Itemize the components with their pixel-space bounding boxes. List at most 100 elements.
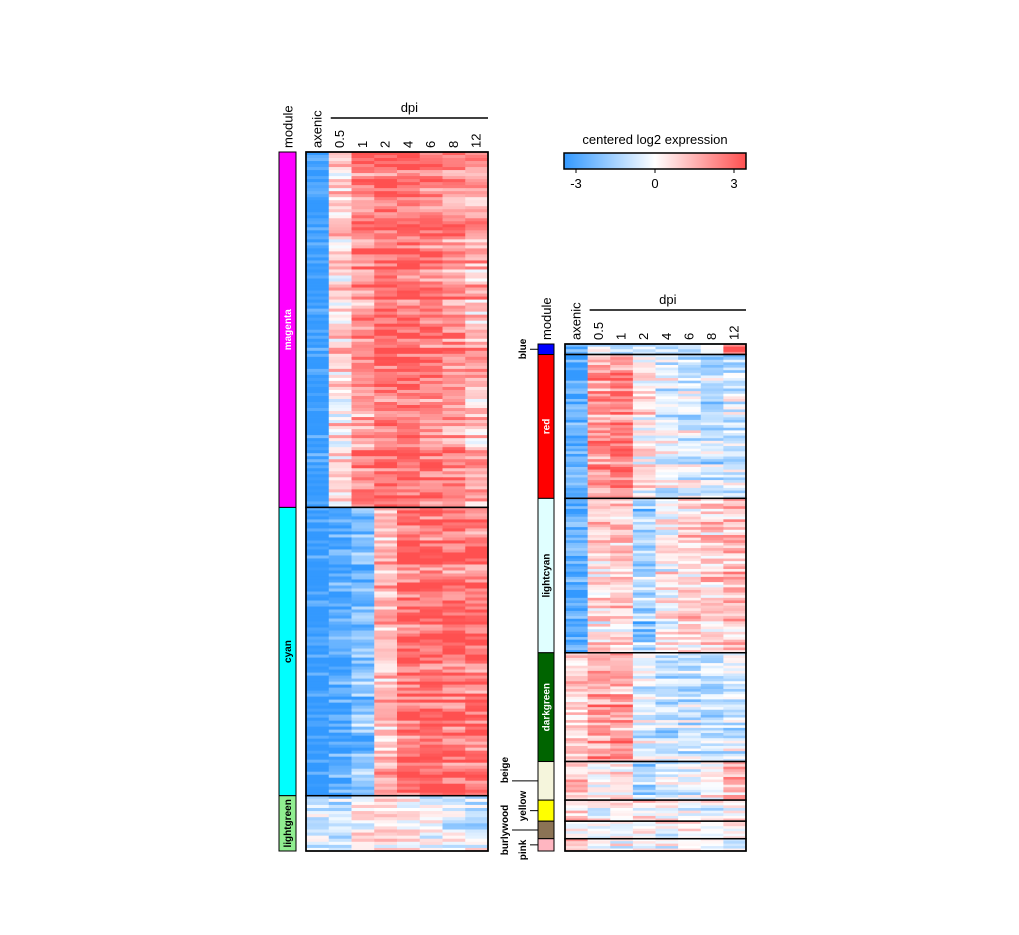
heatmap-cell	[723, 558, 747, 562]
heatmap-cell	[678, 474, 702, 478]
heatmap-cell	[442, 711, 466, 716]
heatmap-cell	[700, 745, 724, 749]
heatmap-cell	[306, 206, 330, 210]
heatmap-cell	[678, 545, 702, 549]
heatmap-cell	[397, 708, 421, 713]
heatmap-cell	[306, 564, 330, 568]
heatmap-cell	[565, 430, 589, 434]
heatmap-cell	[632, 769, 656, 773]
heatmap-cell	[723, 738, 747, 742]
heatmap-cell	[374, 236, 398, 240]
heatmap-cell	[306, 603, 330, 607]
heatmap-cell	[565, 722, 589, 726]
heatmap-cell	[587, 422, 611, 426]
heatmap-cell	[700, 589, 724, 593]
heatmap-cell	[306, 621, 330, 625]
heatmap-cell	[610, 691, 634, 695]
heatmap-cell	[442, 588, 466, 592]
heatmap-cell	[419, 176, 443, 180]
heatmap-cell	[465, 492, 489, 496]
heatmap-cell	[397, 203, 421, 207]
heatmap-cell	[587, 364, 611, 369]
heatmap-cell	[655, 535, 679, 539]
heatmap-cell	[565, 422, 589, 426]
heatmap-cell	[351, 774, 375, 779]
heatmap-cell	[700, 821, 724, 825]
heatmap-cell	[632, 464, 656, 468]
heatmap-cell	[419, 573, 443, 577]
heatmap-cell	[632, 605, 656, 609]
heatmap-cell	[374, 657, 398, 661]
heatmap-cell	[306, 630, 330, 634]
heatmap-cell	[306, 762, 330, 767]
heatmap-cell	[700, 655, 724, 659]
heatmap-cell	[678, 776, 702, 780]
heatmap-cell	[419, 570, 443, 574]
heatmap-cell	[419, 254, 443, 258]
heatmap-cell	[397, 158, 421, 162]
heatmap-cell	[587, 563, 611, 567]
heatmap-cell	[351, 383, 375, 388]
heatmap-cell	[419, 236, 443, 240]
heatmap-cell	[328, 269, 352, 273]
heatmap-cell	[328, 666, 352, 670]
heatmap-cell	[465, 543, 489, 547]
heatmap-cell	[465, 293, 489, 297]
heatmap-cell	[565, 670, 589, 674]
heatmap-cell	[397, 702, 421, 707]
heatmap-cell	[328, 630, 352, 634]
heatmap-cell	[419, 456, 443, 460]
heatmap-cell	[419, 651, 443, 655]
heatmap-cell	[306, 807, 330, 812]
heatmap-cell	[587, 514, 611, 518]
heatmap-cell	[565, 691, 589, 695]
heatmap-cell	[565, 733, 589, 737]
heatmap-cell	[565, 761, 589, 765]
heatmap-cell	[565, 678, 589, 682]
heatmap-cell	[442, 627, 466, 631]
heatmap-cell	[565, 553, 589, 557]
heatmap-cell	[465, 648, 489, 652]
heatmap-cell	[442, 236, 466, 240]
heatmap-cell	[465, 516, 489, 520]
heatmap-cell	[565, 831, 589, 835]
heatmap-cell	[306, 254, 330, 258]
heatmap-cell	[565, 498, 589, 502]
heatmap-cell	[306, 188, 330, 192]
heatmap-cell	[565, 699, 589, 703]
heatmap-cell	[306, 338, 330, 343]
heatmap-cell	[632, 642, 656, 646]
heatmap-cell	[587, 370, 611, 374]
heatmap-cell	[328, 179, 352, 183]
heatmap-cell	[374, 765, 398, 770]
heatmap-cell	[632, 351, 656, 355]
heatmap-cell	[442, 489, 466, 493]
heatmap-cell	[397, 194, 421, 198]
heatmap-cell	[351, 197, 375, 201]
heatmap-cell	[351, 690, 375, 695]
heatmap-cell	[328, 290, 352, 294]
heatmap-cell	[678, 516, 702, 520]
heatmap-cell	[351, 182, 375, 186]
heatmap-cell	[678, 357, 702, 361]
heatmap-cell	[351, 675, 375, 679]
heatmap-cell	[587, 644, 611, 648]
heatmap-cell	[374, 543, 398, 547]
heatmap-cell	[700, 537, 724, 541]
heatmap-cell	[565, 506, 589, 510]
heatmap-cell	[351, 510, 375, 514]
heatmap-cell	[700, 378, 724, 382]
heatmap-cell	[397, 272, 421, 276]
heatmap-cell	[397, 573, 421, 577]
heatmap-cell	[419, 173, 443, 177]
heatmap-cell	[700, 743, 724, 747]
heatmap-cell	[351, 224, 375, 228]
heatmap-cell	[610, 404, 634, 408]
heatmap-cell	[442, 612, 466, 616]
heatmap-cell	[419, 546, 443, 550]
heatmap-cell	[700, 673, 724, 677]
heatmap-cell	[610, 740, 634, 744]
heatmap-cell	[397, 792, 421, 797]
heatmap-cell	[723, 427, 747, 431]
heatmap-cell	[632, 592, 656, 596]
